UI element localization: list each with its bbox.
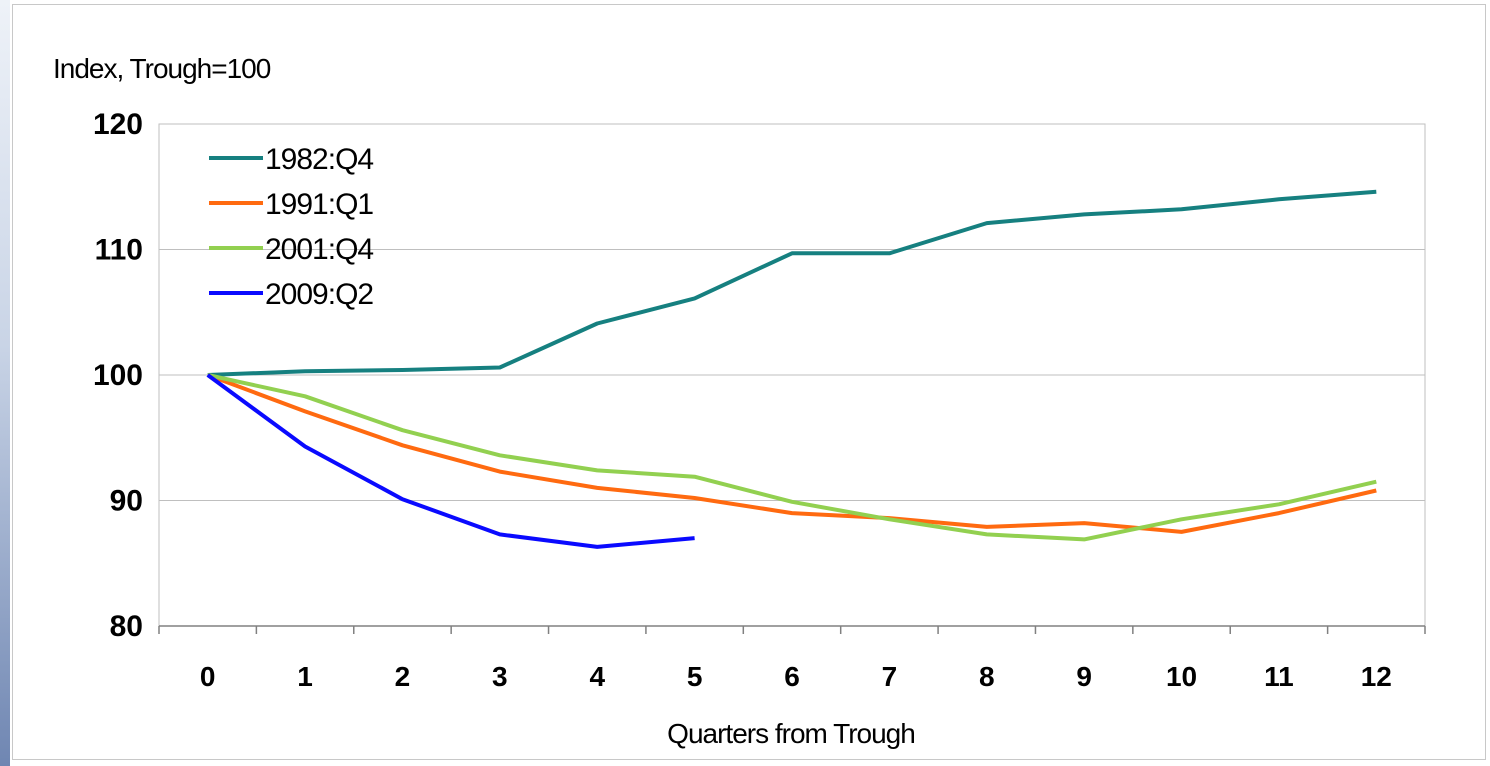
x-tick-label: 2	[395, 661, 411, 692]
x-tick-label: 10	[1166, 661, 1197, 692]
x-tick-label: 3	[492, 661, 508, 692]
series-lines	[206, 189, 1377, 549]
line-chart: Index, Trough=100 Quarters from Trough 8…	[53, 53, 1426, 749]
x-tick-label: 7	[882, 661, 898, 692]
x-tick-label: 1	[297, 661, 313, 692]
x-tick-label: 6	[784, 661, 800, 692]
y-axis-label: Index, Trough=100	[53, 53, 271, 84]
legend-label: 2009:Q2	[265, 278, 373, 311]
y-tick-label: 90	[110, 485, 143, 518]
chart-container: Index, Trough=100 Quarters from Trough 8…	[12, 4, 1486, 760]
legend: 1982:Q4 1991:Q1 2001:Q4 2009:Q2	[209, 143, 374, 311]
series-line-1982-q4	[207, 189, 1377, 377]
y-tick-label: 100	[93, 359, 143, 392]
series-line-1991-q1	[206, 373, 1377, 534]
window-edge-gradient	[0, 0, 10, 766]
x-axis-label: Quarters from Trough	[667, 718, 915, 749]
legend-label: 1982:Q4	[265, 143, 373, 176]
x-tick-label: 4	[589, 661, 605, 692]
y-tick-label: 110	[95, 234, 143, 267]
x-tick-label: 9	[1076, 661, 1092, 692]
x-tick-label: 11	[1264, 661, 1294, 692]
y-tick-label: 80	[110, 610, 143, 643]
x-tick-label: 0	[200, 661, 216, 692]
series-line-2009-q2	[206, 373, 695, 549]
x-tick-label: 12	[1361, 661, 1392, 692]
x-tick-label: 8	[979, 661, 995, 692]
x-tick-label: 5	[687, 661, 703, 692]
legend-label: 2001:Q4	[265, 233, 373, 266]
y-tick-label: 120	[93, 108, 143, 141]
legend-label: 1991:Q1	[265, 188, 373, 221]
series-line-2001-q4	[207, 373, 1377, 542]
